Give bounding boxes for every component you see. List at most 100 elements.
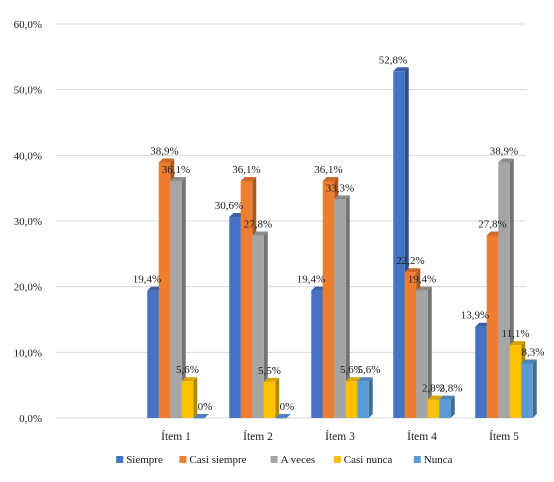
bar-top	[509, 341, 526, 346]
bar-front	[439, 399, 451, 418]
y-tick-label: 0,0%	[19, 413, 42, 425]
data-label: 36,1%	[162, 164, 190, 176]
bar-top	[334, 195, 350, 200]
bar-top	[404, 268, 421, 273]
legend-item-casi-siempre: Casi siempre	[179, 454, 247, 466]
bar-top	[252, 231, 268, 236]
data-label: 2,8%	[440, 383, 463, 395]
data-label: 19,4%	[297, 274, 325, 286]
bar-top	[170, 176, 186, 181]
bar-nunca-3	[357, 377, 373, 418]
bar-side	[263, 231, 268, 418]
bar-front	[393, 71, 405, 418]
bar-top	[240, 176, 257, 181]
legend-swatch	[270, 456, 278, 463]
legend-swatch	[116, 456, 124, 463]
data-label: 27,8%	[478, 218, 506, 230]
category-label: Ítem 3	[325, 429, 355, 443]
legend-swatch	[413, 456, 421, 463]
bar-a-veces-1	[170, 176, 186, 418]
bars	[147, 67, 537, 419]
data-label: 0%	[280, 401, 295, 413]
legend-item-casi-nunca: Casi nunca	[333, 454, 393, 466]
data-label: 36,1%	[232, 164, 260, 176]
data-label: 5,6%	[358, 364, 381, 376]
bar-side	[427, 286, 432, 418]
bar-front	[229, 217, 241, 418]
bar-front	[322, 180, 335, 418]
data-label: 5,6%	[340, 364, 363, 376]
bar-front	[181, 381, 194, 418]
bar-front	[486, 235, 499, 418]
bar-front	[147, 290, 159, 418]
bar-front	[509, 345, 522, 418]
bar-front	[158, 162, 171, 418]
gridlines	[56, 23, 526, 419]
bar-top	[416, 286, 432, 291]
bar-front	[475, 326, 487, 418]
bar-front	[498, 162, 510, 418]
data-label: 33,3%	[326, 182, 354, 194]
bar-side	[275, 377, 280, 418]
data-label: 13,9%	[461, 310, 489, 322]
category-label: Ítem 1	[161, 429, 191, 443]
legend-swatch	[333, 456, 341, 463]
bar-front	[357, 381, 369, 418]
category-label: Ítem 5	[489, 429, 519, 443]
y-tick-label: 40,0%	[14, 150, 42, 162]
legend-swatch	[179, 456, 187, 463]
bar-side	[532, 359, 537, 418]
bar-front	[427, 399, 440, 418]
bar-side	[450, 395, 455, 418]
data-label: 36,1%	[314, 164, 342, 176]
bar-a-veces-3	[334, 195, 350, 418]
data-label: 0%	[198, 401, 213, 413]
data-label: 5,6%	[176, 364, 199, 376]
bar-nunca-2	[275, 414, 291, 419]
bar-front	[521, 363, 533, 418]
bar-front	[170, 180, 182, 418]
y-axis-ticks: 0,0% 10,0% 20,0% 30,0% 40,0% 50,0% 60,0%	[14, 19, 42, 425]
bar-top	[322, 176, 339, 181]
bar-front	[252, 235, 264, 418]
bar-nunca-4	[439, 395, 455, 418]
legend-label: Siempre	[126, 454, 163, 466]
bar-a-veces-4	[416, 286, 432, 418]
bar-front	[240, 180, 253, 418]
bar-top	[263, 377, 280, 382]
bar-side	[345, 195, 350, 418]
bar-front	[416, 290, 428, 418]
bar-top	[521, 359, 537, 364]
category-label: Ítem 2	[243, 429, 273, 443]
y-tick-label: 30,0%	[14, 216, 42, 228]
data-label: 19,4%	[408, 274, 436, 286]
bar-top	[181, 377, 198, 382]
legend-item-nunca: Nunca	[413, 454, 453, 466]
bar-top	[427, 395, 444, 400]
bar-top	[345, 377, 362, 382]
bar-a-veces-2	[252, 231, 268, 418]
x-axis-categories: Ítem 1 Ítem 2 Ítem 3 Ítem 4 Ítem 5	[161, 429, 519, 443]
data-label: 52,8%	[379, 54, 407, 66]
bar-front	[263, 381, 276, 418]
bar-front	[193, 418, 205, 419]
data-label: 38,9%	[150, 146, 178, 158]
data-label: 8,3%	[522, 346, 545, 358]
bar-front	[345, 381, 358, 418]
bar-front	[275, 418, 287, 419]
bar-casi-nunca-2	[263, 377, 280, 418]
bar-top	[357, 377, 373, 382]
bar-front	[404, 272, 417, 418]
bar-side	[368, 377, 373, 418]
legend-label: A veces	[281, 454, 316, 466]
data-label: 2,8%	[422, 383, 445, 395]
data-label: 38,9%	[490, 146, 518, 158]
data-label: 5,5%	[258, 365, 281, 377]
legend-label: Nunca	[424, 454, 453, 466]
bar-front	[311, 290, 323, 418]
bar-top	[439, 395, 455, 400]
legend-label: Casi nunca	[344, 454, 393, 466]
data-label: 19,4%	[133, 274, 161, 286]
data-label: 22,2%	[396, 255, 424, 267]
